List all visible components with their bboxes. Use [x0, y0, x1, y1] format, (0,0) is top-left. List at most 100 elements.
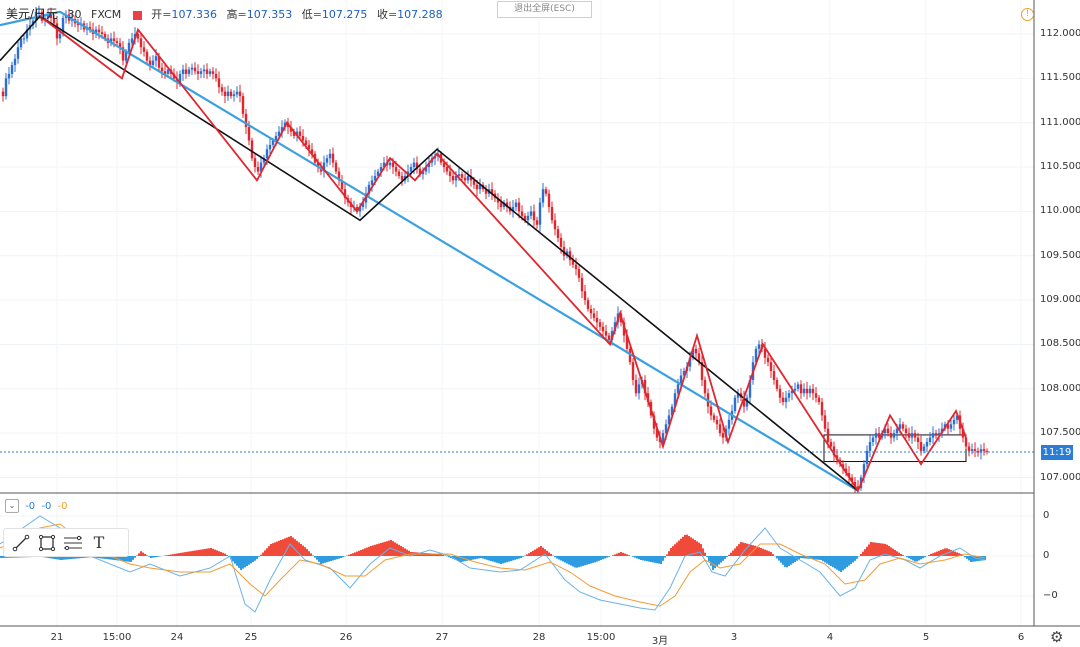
histogram-bar — [140, 551, 142, 556]
chevron-down-icon[interactable]: ⌄ — [5, 499, 19, 513]
candle-body — [776, 380, 778, 389]
candle-body — [542, 189, 544, 202]
candle-body — [908, 433, 910, 437]
histogram-bar — [150, 556, 152, 558]
histogram-bar — [148, 556, 150, 557]
candle-body — [986, 451, 988, 452]
histogram-bar — [604, 556, 606, 558]
histogram-bar — [554, 556, 556, 557]
histogram-bar — [322, 556, 324, 563]
histogram-bar — [738, 544, 740, 556]
histogram-bar — [376, 544, 378, 556]
histogram-bar — [596, 556, 598, 562]
histogram-bar — [264, 550, 266, 556]
trend-line-tool-icon[interactable] — [10, 532, 32, 554]
histogram-bar — [330, 556, 332, 561]
histogram-bar — [184, 552, 186, 556]
histogram-bar — [592, 556, 594, 563]
candle-body — [878, 433, 880, 437]
histogram-bar — [602, 556, 604, 559]
histogram-bar — [680, 539, 682, 556]
drawing-toolbar: T — [3, 528, 129, 557]
histogram-bar — [338, 556, 340, 559]
histogram-bar — [970, 556, 972, 562]
candle-body — [599, 322, 601, 326]
candle-body — [605, 331, 607, 335]
histogram-bar — [182, 552, 184, 556]
range-box-drawing[interactable] — [824, 435, 966, 462]
histogram-bar — [966, 556, 968, 559]
histogram-bar — [706, 556, 708, 557]
candle-body — [521, 211, 523, 215]
histogram-bar — [200, 550, 202, 556]
gear-icon[interactable]: ⚙ — [1050, 628, 1063, 646]
candle-body — [866, 451, 868, 464]
indicator-legend: ⌄ -0 -0 -0 — [5, 499, 68, 513]
candle-body — [815, 393, 817, 397]
alert-icon[interactable]: ! — [1021, 8, 1034, 21]
close-label: 收 — [377, 8, 388, 21]
exit-fullscreen-button[interactable]: 退出全屏(ESC) — [497, 1, 592, 18]
time-tick-label: 24 — [171, 632, 184, 643]
candle-body — [548, 194, 550, 207]
candle-body — [713, 415, 715, 419]
histogram-bar — [396, 544, 398, 556]
candle-body — [578, 269, 580, 278]
histogram-bar — [270, 544, 272, 556]
histogram-bar — [286, 538, 288, 556]
histogram-bar — [536, 548, 538, 556]
candle-body — [143, 47, 145, 51]
histogram-bar — [188, 552, 190, 556]
interval[interactable]: 30 — [68, 8, 82, 21]
candle-body — [695, 349, 697, 353]
candle-body — [968, 446, 970, 450]
candle-body — [536, 220, 538, 224]
histogram-bar — [668, 551, 670, 556]
histogram-bar — [894, 550, 896, 556]
histogram-bar — [490, 556, 492, 561]
histogram-bar — [176, 553, 178, 556]
histogram-bar — [352, 553, 354, 556]
candle-body — [329, 154, 331, 158]
histogram-bar — [816, 556, 818, 560]
histogram-bar — [906, 556, 908, 557]
histogram-bar — [178, 553, 180, 556]
candle-body — [809, 389, 811, 393]
histogram-bar — [500, 556, 502, 564]
symbol-name[interactable]: 美元/日元 — [6, 7, 58, 21]
indicator-axis-label-zero: 0 — [1043, 550, 1049, 561]
candle-body — [596, 318, 598, 322]
histogram-bar — [598, 556, 600, 561]
red-zigzag-line[interactable] — [40, 16, 966, 491]
candle-body — [128, 43, 130, 52]
histogram-bar — [660, 556, 662, 564]
histogram-bar — [606, 556, 608, 558]
histogram-bar — [642, 556, 644, 560]
histogram-bar — [656, 556, 658, 563]
histogram-bar — [814, 556, 816, 559]
candle-body — [539, 203, 541, 225]
candle-body — [11, 65, 13, 74]
histogram-bar — [248, 556, 250, 565]
candle-body — [551, 207, 553, 220]
histogram-bar — [922, 556, 924, 558]
histogram-bar — [696, 541, 698, 556]
histogram-bar — [358, 551, 360, 556]
candle-body — [182, 69, 184, 73]
histogram-bar — [866, 547, 868, 556]
histogram-bar — [132, 556, 134, 560]
fib-lines-tool-icon[interactable] — [62, 532, 84, 554]
histogram-bar — [348, 555, 350, 556]
histogram-bar — [166, 555, 168, 556]
candle-body — [587, 300, 589, 309]
candle-body — [155, 56, 157, 60]
candle-body — [926, 442, 928, 446]
text-tool-icon[interactable]: T — [88, 532, 110, 554]
rectangle-tool-icon[interactable] — [36, 532, 58, 554]
candle-body — [950, 424, 952, 428]
histogram-bar — [214, 550, 216, 556]
histogram-bar — [474, 556, 476, 559]
price-tick-label: 111.500 — [1040, 72, 1080, 83]
histogram-bar — [634, 556, 636, 558]
